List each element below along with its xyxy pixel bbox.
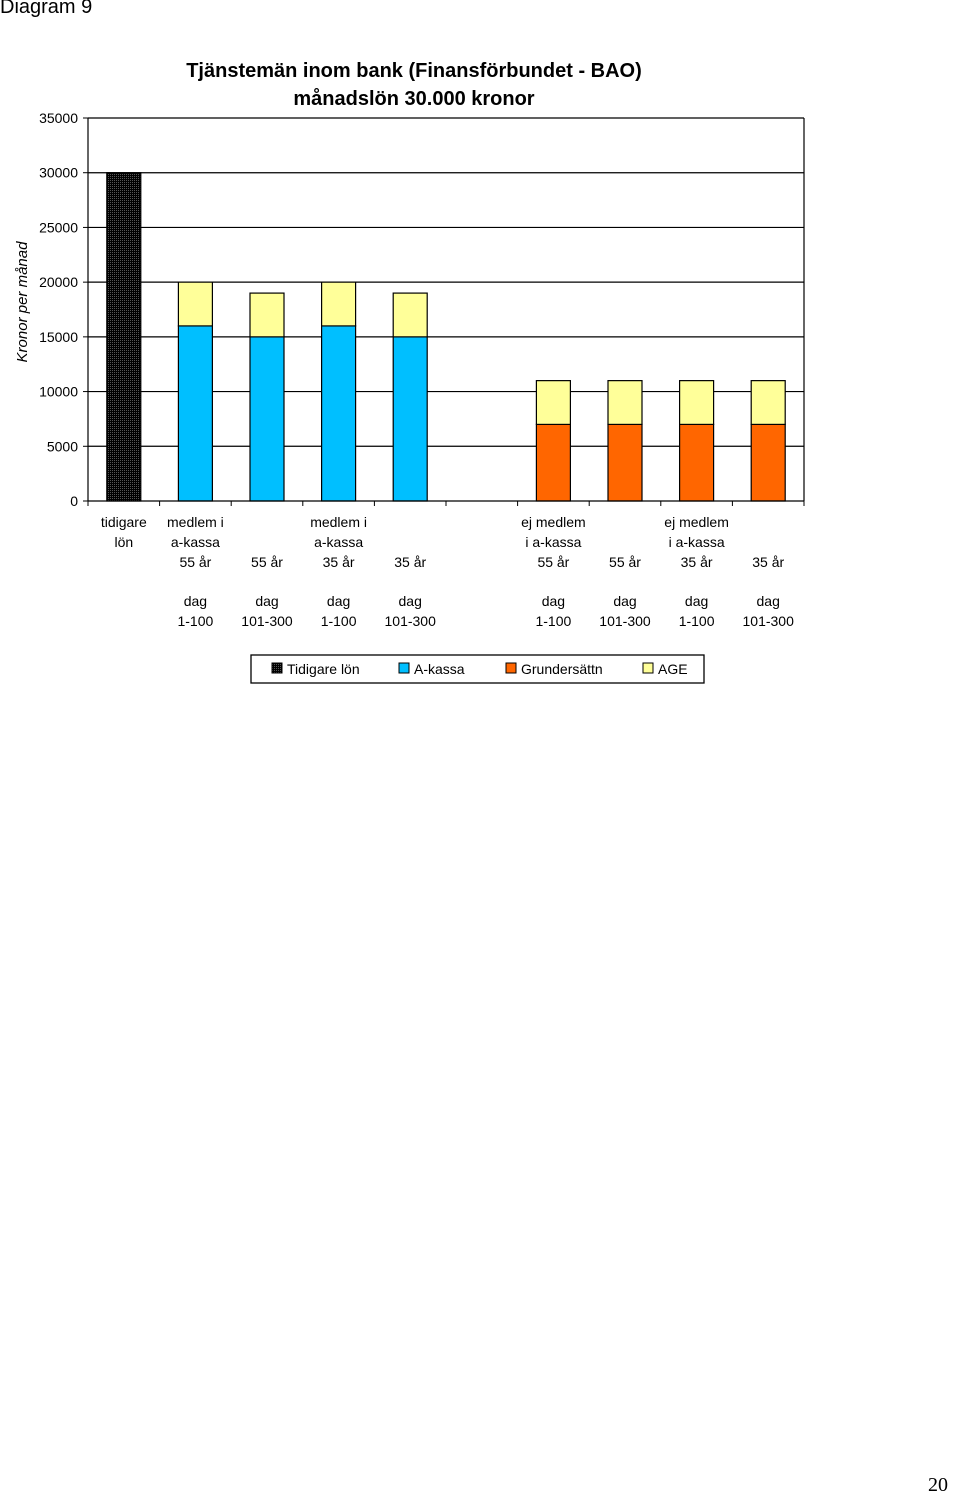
x-category-label: tidigare	[101, 514, 147, 530]
x-category-label: 35 år	[394, 554, 426, 570]
y-tick-label: 35000	[39, 110, 78, 126]
x-category-label: lön	[114, 534, 133, 550]
legend-swatch	[505, 662, 517, 674]
x-category-label: 55 år	[537, 554, 569, 570]
x-category-label: 55 år	[609, 554, 641, 570]
chart-title: Tjänstemän inom bank (Finansförbundet - …	[186, 60, 642, 110]
x-category-label: a-kassa	[171, 534, 220, 550]
bar-segment	[106, 172, 142, 502]
y-tick-label: 25000	[39, 219, 78, 235]
bar-segment	[177, 281, 213, 327]
bar-segment	[535, 423, 572, 502]
x-category-label: dag	[184, 593, 207, 609]
bar-segment	[392, 292, 428, 338]
bar-segment	[392, 336, 428, 502]
y-tick-label: 0	[70, 493, 78, 509]
x-category-label: medlem i	[310, 514, 367, 530]
y-tick-label: 15000	[39, 329, 78, 345]
x-category-labels: tidigare lön medlem i a-kassa 55 år dag 1-100 5…	[101, 514, 794, 629]
x-category-label: 35 år	[752, 554, 784, 570]
legend-label: Tidigare lön	[287, 661, 360, 677]
x-category-label: 1-100	[679, 613, 715, 629]
x-category-label: ej medlem	[664, 514, 729, 530]
legend-label: A-kassa	[414, 661, 465, 677]
x-category-label: dag	[255, 593, 278, 609]
x-category-label: ej medlem	[521, 514, 586, 530]
bar-segment	[535, 380, 572, 425]
x-category-label: 101-300	[743, 613, 795, 629]
y-axis-title: Kronor per månad	[14, 241, 31, 363]
y-tick-label: 30000	[39, 165, 78, 181]
x-category-label: 101-300	[241, 613, 293, 629]
y-tick-label: 5000	[47, 438, 78, 454]
x-category-label: 1-100	[535, 613, 571, 629]
x-category-label: 35 år	[323, 554, 355, 570]
y-tick-label: 20000	[39, 274, 78, 290]
legend: Tidigare lön A-kassa Grundersättn AGE	[250, 654, 705, 684]
page-number: 20	[928, 1474, 948, 1496]
x-category-label: dag	[327, 593, 350, 609]
x-category-label: dag	[613, 593, 636, 609]
x-category-label: 1-100	[177, 613, 213, 629]
y-tick-label: 10000	[39, 384, 78, 400]
bar-segment	[607, 423, 643, 502]
x-category-label: i a-kassa	[525, 534, 581, 550]
bar-segment	[750, 380, 786, 425]
x-category-label: dag	[757, 593, 780, 609]
x-category-label: 1-100	[321, 613, 357, 629]
x-category-label: dag	[399, 593, 422, 609]
y-tick-labels: 0 5000 10000 15000 20000 25000 30000 35000	[39, 110, 78, 509]
bar-segment	[321, 281, 357, 327]
x-category-label: 101-300	[599, 613, 651, 629]
x-category-label: dag	[685, 593, 708, 609]
chart-title-line: månadslön 30.000 kronor	[293, 87, 534, 110]
bar-segment	[678, 423, 715, 502]
bars	[106, 172, 786, 502]
x-category-label: i a-kassa	[669, 534, 725, 550]
bar-segment	[249, 292, 285, 338]
bar-segment	[177, 325, 213, 502]
bar-segment	[607, 380, 643, 425]
x-category-label: 55 år	[179, 554, 211, 570]
plot-frame	[87, 118, 805, 506]
bar-segment	[249, 336, 285, 502]
bar-segment	[321, 325, 357, 502]
bar-segment	[678, 380, 715, 425]
x-category-label: a-kassa	[314, 534, 363, 550]
chart-title-line: Tjänstemän inom bank (Finansförbundet - …	[186, 60, 642, 82]
x-category-label: dag	[542, 593, 565, 609]
x-category-label: medlem i	[167, 514, 224, 530]
bar-segment	[750, 423, 786, 502]
legend-box	[250, 654, 705, 684]
legend-swatch	[398, 662, 410, 674]
x-category-label: 35 år	[681, 554, 713, 570]
legend-label: AGE	[658, 661, 688, 677]
chart-svg: Tjänstemän inom bank (Finansförbundet - …	[14, 60, 805, 684]
legend-swatch	[271, 662, 283, 674]
legend-swatch	[642, 662, 654, 674]
x-category-label: 55 år	[251, 554, 283, 570]
diagram-label: Diagram 9	[0, 0, 93, 18]
legend-label: Grundersättn	[521, 661, 603, 677]
x-category-label: 101-300	[385, 613, 437, 629]
y-axis-label: Kronor per månad	[14, 241, 31, 363]
